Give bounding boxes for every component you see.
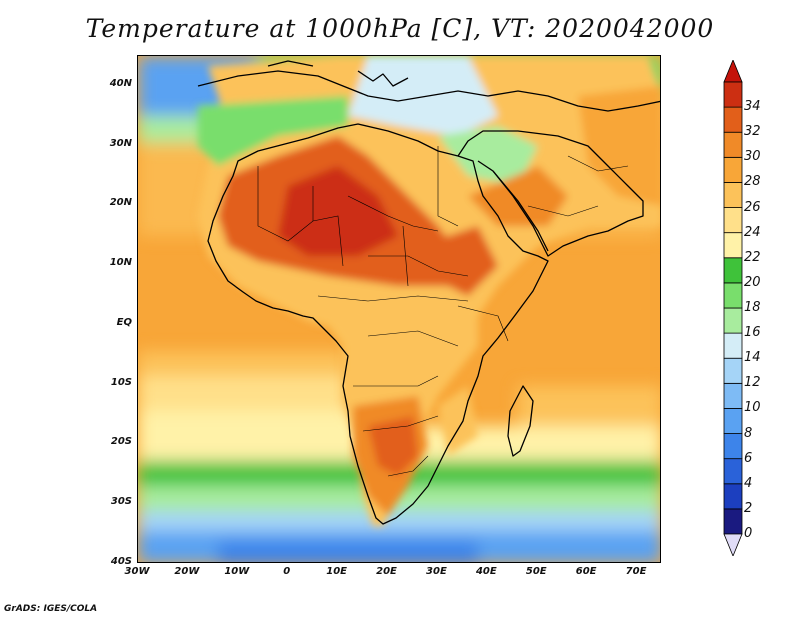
colorbar-segment [723, 332, 743, 359]
colorbar-segment [723, 182, 743, 208]
colorbar-segment [723, 382, 743, 409]
colorbar-tick-label: 24 [744, 224, 761, 240]
colorbar-segment [723, 156, 743, 183]
coastlines [197, 60, 660, 525]
colorbar-tick-label: 0 [744, 526, 753, 541]
colorbar-max-arrow [723, 60, 743, 83]
lon-label: 0 [283, 566, 291, 577]
colorbar-segment [723, 433, 743, 460]
lat-label: 20N [109, 197, 132, 209]
colorbar-segment [723, 458, 743, 485]
colorbar-min-arrow [723, 533, 743, 556]
colorbar-tick-label: 4 [744, 475, 753, 491]
lon-label: 10E [326, 566, 347, 577]
lat-label: 40S [110, 556, 132, 567]
lon-label: 30W [124, 566, 150, 577]
colorbar [723, 60, 743, 556]
lat-label: 30S [110, 496, 132, 508]
lat-label: 10S [110, 376, 132, 388]
colorbar-tick-label: 22 [744, 249, 761, 265]
colorbar-segment [723, 207, 743, 234]
lon-label: 30E [426, 566, 447, 577]
lat-label: 40N [109, 77, 132, 89]
colorbar-segment [723, 408, 743, 434]
colorbar-tick-label: 30 [744, 149, 761, 165]
colorbar-segment [723, 508, 743, 535]
lon-label: 40E [475, 566, 497, 577]
lon-label: 10W [224, 566, 250, 577]
colorbar-segment [723, 106, 743, 133]
colorbar-segment [723, 81, 743, 108]
lat-label: 20S [110, 436, 132, 448]
colorbar-tick-label: 34 [744, 99, 761, 115]
colorbar-tick-label: 12 [744, 375, 761, 391]
colorbar-tick-label: 14 [744, 350, 761, 366]
colorbar-tick-label: 26 [744, 199, 761, 215]
colorbar-segment [723, 357, 743, 384]
temperature-map [137, 55, 661, 563]
lon-label: 20E [376, 566, 397, 577]
lat-label: EQ [116, 316, 132, 328]
lon-label: 70E [625, 566, 647, 577]
colorbar-tick-label: 18 [744, 300, 761, 315]
borders [257, 146, 629, 477]
map-title: Temperature at 1000hPa [C], VT: 20200420… [85, 14, 715, 43]
colorbar-segment [723, 232, 743, 259]
land-temperature-field [198, 56, 660, 526]
colorbar-segment [723, 307, 743, 334]
colorbar-tick-label: 20 [744, 274, 761, 290]
colorbar-segment [723, 282, 743, 309]
footer-credit: GrADS: IGES/COLA [4, 604, 98, 614]
colorbar-tick-label: 8 [744, 425, 753, 441]
colorbar-segment [723, 483, 743, 510]
colorbar-tick-label: 16 [744, 325, 761, 341]
colorbar-tick-label: 6 [744, 450, 753, 466]
colorbar-tick-label: 28 [744, 174, 761, 190]
lon-label: 50E [525, 566, 547, 577]
colorbar-tick-label: 2 [744, 500, 753, 516]
lon-label: 60E [575, 566, 597, 577]
lat-label: 10N [109, 257, 132, 269]
colorbar-segment [723, 131, 743, 158]
lon-label: 20W [174, 566, 200, 577]
colorbar-tick-label: 10 [744, 400, 761, 416]
colorbar-tick-label: 32 [744, 124, 761, 140]
colorbar-segment [723, 257, 743, 284]
lat-label: 30N [109, 137, 132, 149]
